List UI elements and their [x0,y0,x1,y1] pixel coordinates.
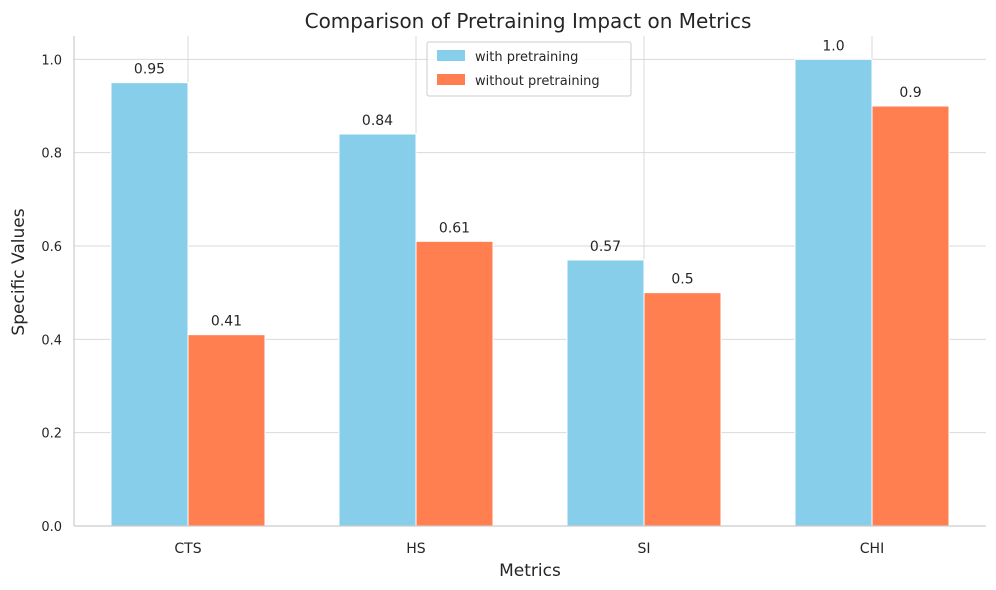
bar-with-pretraining-SI [566,259,645,527]
x-tick-label: HS [406,541,426,557]
bar-without-pretraining-SI [643,292,722,527]
data-label: 0.9 [899,85,921,101]
bar-without-pretraining-CHI [871,105,950,527]
legend-label-with-pretraining: with pretraining [475,50,578,65]
bar-without-pretraining-HS [415,240,494,527]
data-label: 0.5 [671,272,693,288]
y-tick-label: 0.4 [41,333,62,348]
data-label: 0.84 [362,113,393,129]
data-labels-layer: 0.95 0.84 0.57 1.0 0.41 0.61 0.5 0.9 [134,38,922,329]
legend-label-without-pretraining: without pretraining [475,74,600,89]
legend-frame [426,41,632,97]
data-label: 0.95 [134,62,165,78]
x-tick-label: CTS [174,541,201,557]
axes-layer: 0.0 0.2 0.4 0.6 0.8 1.0 CTS HS SI CHI [41,36,986,557]
y-axis-label: Specific Values [9,208,29,335]
x-tick-label: CHI [860,541,884,557]
legend-swatch-with-pretraining [437,50,465,61]
bars-layer [110,58,950,527]
legend-swatch-without-pretraining [437,74,465,85]
y-tick-label: 1.0 [41,53,62,68]
x-tick-label: SI [637,541,650,557]
bar-with-pretraining-HS [338,133,417,527]
bar-with-pretraining-CHI [794,58,873,527]
chart-title: Comparison of Pretraining Impact on Metr… [305,9,752,33]
data-label: 0.61 [439,220,470,236]
x-axis-label: Metrics [499,561,561,581]
bar-without-pretraining-CTS [187,334,266,527]
data-label: 0.41 [211,314,242,330]
y-tick-label: 0.8 [41,147,62,162]
data-label: 1.0 [822,38,844,54]
y-tick-label: 0.2 [41,427,62,442]
y-tick-label: 0.6 [41,240,62,255]
bar-with-pretraining-CTS [110,82,189,527]
data-label: 0.57 [590,239,621,255]
legend: with pretraining without pretraining [426,41,632,97]
y-tick-label: 0.0 [41,520,62,535]
